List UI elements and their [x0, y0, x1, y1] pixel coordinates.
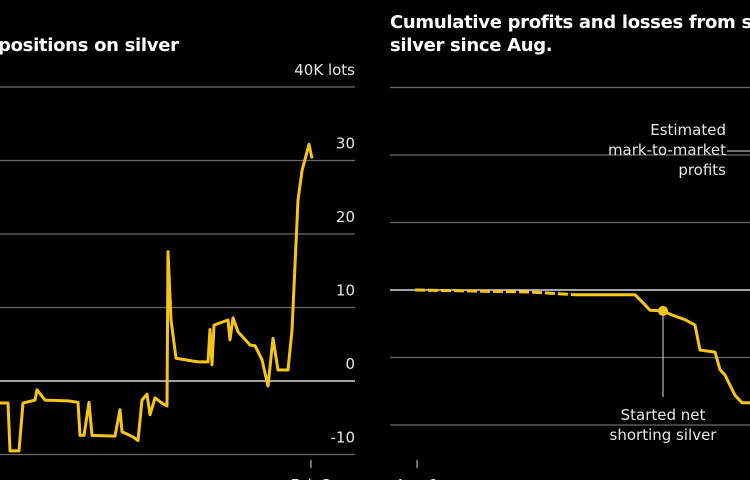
- annotation-mtm-profits-text: Estimated: [650, 121, 726, 139]
- left-chart-title: positions on silver: [0, 35, 179, 56]
- annotation-shorting-text: Started net: [621, 406, 706, 424]
- left-y-tick-label: -10: [331, 429, 356, 447]
- left-y-tick-label: 20: [336, 208, 355, 226]
- annotation-shorting-marker: [658, 305, 668, 316]
- left-series-line: [0, 142, 314, 453]
- left-x-tick-label: Feb 3: [291, 476, 332, 480]
- right-chart-title-line1: Cumulative profits and losses from sh: [390, 12, 750, 33]
- right-series-dashed-line: [414, 288, 576, 297]
- annotation-shorting-text: shorting silver: [610, 426, 718, 444]
- left-y-tick-label: 30: [336, 135, 355, 153]
- annotation-mtm-profits-text: profits: [678, 161, 726, 179]
- left-y-tick-label: 0: [345, 355, 355, 373]
- left-y-tick-label: 10: [336, 282, 355, 300]
- annotation-mtm-profits-text: mark-to-market: [608, 141, 726, 159]
- right-chart-title-line2: silver since Aug.: [390, 35, 553, 56]
- right-series-line: [575, 293, 750, 405]
- left-y-tick-label: 40K lots: [294, 61, 355, 79]
- right-x-tick-label: Aug 1: [395, 476, 439, 480]
